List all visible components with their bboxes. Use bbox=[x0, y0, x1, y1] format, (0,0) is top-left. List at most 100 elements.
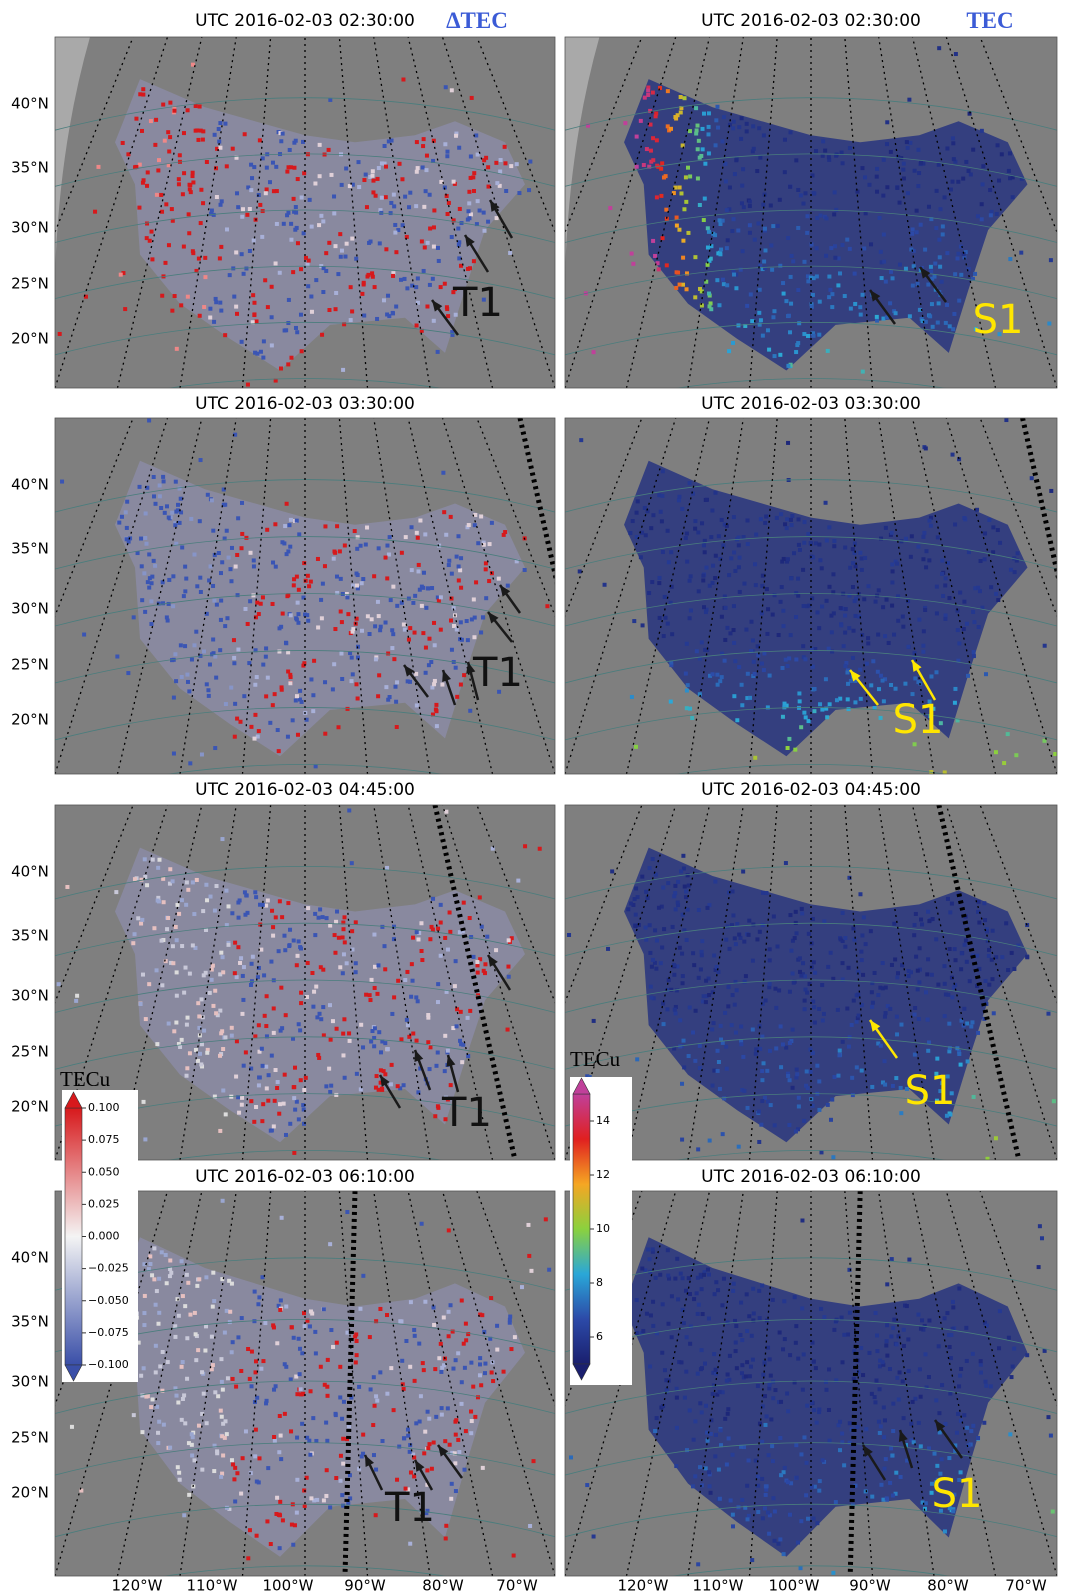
data-dot bbox=[190, 1435, 195, 1440]
data-dot bbox=[463, 1321, 468, 1326]
data-dot bbox=[831, 611, 836, 616]
data-dot bbox=[425, 586, 430, 591]
data-dot bbox=[333, 627, 338, 632]
data-dot bbox=[970, 276, 975, 281]
data-dot bbox=[716, 251, 721, 256]
colorbar-tick-label: 6 bbox=[596, 1330, 603, 1343]
data-dot bbox=[389, 1062, 394, 1067]
data-dot bbox=[168, 867, 173, 872]
data-dot bbox=[298, 688, 303, 693]
data-dot bbox=[855, 1016, 860, 1021]
data-dot bbox=[663, 615, 668, 620]
data-dot bbox=[694, 649, 699, 654]
data-dot bbox=[506, 964, 511, 969]
data-dot bbox=[797, 691, 802, 696]
latitude-line bbox=[565, 1380, 1057, 1414]
data-dot bbox=[697, 692, 702, 697]
data-dot bbox=[840, 977, 845, 982]
data-dot bbox=[863, 1489, 868, 1494]
data-dot bbox=[283, 948, 288, 953]
data-dot bbox=[824, 706, 829, 711]
data-dot bbox=[465, 638, 470, 643]
data-dot bbox=[711, 1021, 716, 1026]
data-dot bbox=[760, 1078, 765, 1083]
data-dot bbox=[741, 1375, 746, 1380]
data-dot bbox=[156, 1430, 161, 1435]
meridian-line bbox=[945, 805, 1057, 1160]
data-dot bbox=[934, 611, 939, 616]
data-dot bbox=[509, 936, 514, 941]
data-dot bbox=[387, 535, 392, 540]
data-dot bbox=[254, 1359, 259, 1364]
data-dot bbox=[414, 703, 419, 708]
data-dot bbox=[242, 694, 247, 699]
data-dot bbox=[280, 1026, 285, 1031]
data-dot bbox=[301, 139, 306, 144]
data-dot bbox=[915, 987, 920, 992]
data-dot bbox=[340, 935, 345, 940]
data-dot bbox=[229, 1033, 234, 1038]
data-dot bbox=[243, 1050, 248, 1055]
data-dot bbox=[706, 151, 711, 156]
data-dot bbox=[259, 1046, 264, 1051]
data-dot bbox=[316, 915, 321, 920]
data-dot bbox=[826, 646, 831, 651]
data-dot bbox=[143, 535, 148, 540]
data-dot bbox=[136, 1340, 141, 1345]
data-dot bbox=[295, 241, 300, 246]
data-dot bbox=[900, 963, 905, 968]
data-dot bbox=[922, 530, 927, 535]
data-dot bbox=[265, 527, 270, 532]
data-dot bbox=[384, 164, 389, 169]
data-dot bbox=[847, 593, 852, 598]
data-dot bbox=[256, 1302, 261, 1307]
data-dot bbox=[446, 1334, 451, 1339]
data-dot bbox=[657, 575, 662, 580]
data-dot bbox=[294, 518, 299, 523]
data-dot bbox=[747, 223, 752, 228]
data-dot bbox=[993, 1136, 998, 1141]
data-dot bbox=[956, 179, 961, 184]
data-dot bbox=[150, 574, 155, 579]
data-dot bbox=[721, 1276, 726, 1281]
data-dot bbox=[441, 1315, 446, 1320]
data-dot bbox=[142, 857, 147, 862]
data-dot bbox=[241, 207, 246, 212]
data-dot bbox=[375, 599, 380, 604]
data-dot bbox=[984, 1383, 989, 1388]
data-dot bbox=[137, 205, 142, 210]
data-dot bbox=[347, 1038, 352, 1043]
data-dot bbox=[253, 682, 258, 687]
data-dot bbox=[824, 1387, 829, 1392]
data-dot bbox=[724, 208, 729, 213]
data-dot bbox=[313, 1329, 318, 1334]
data-dot bbox=[469, 95, 474, 100]
data-dot bbox=[885, 1282, 890, 1287]
latitude-label: 20°N bbox=[11, 711, 49, 729]
data-dot bbox=[342, 940, 347, 945]
data-dot bbox=[917, 980, 922, 985]
data-dot bbox=[800, 1387, 805, 1392]
data-dot bbox=[731, 604, 736, 609]
data-dot bbox=[648, 108, 653, 113]
data-dot bbox=[212, 908, 217, 913]
data-dot bbox=[215, 1449, 220, 1454]
data-dot bbox=[651, 996, 656, 1001]
data-dot bbox=[281, 221, 286, 226]
data-dot bbox=[294, 210, 299, 215]
data-dot bbox=[976, 1030, 981, 1035]
data-dot bbox=[728, 1498, 733, 1503]
data-dot bbox=[727, 946, 732, 951]
data-dot bbox=[351, 627, 356, 632]
data-dot bbox=[505, 583, 510, 588]
data-dot bbox=[1000, 955, 1005, 960]
data-dot bbox=[319, 213, 324, 218]
data-dot bbox=[910, 692, 915, 697]
data-dot bbox=[895, 1032, 900, 1037]
data-dot bbox=[190, 249, 195, 254]
data-dot bbox=[745, 1483, 750, 1488]
data-dot bbox=[829, 613, 834, 618]
data-dot bbox=[908, 554, 913, 559]
data-dot bbox=[881, 1497, 886, 1502]
data-dot bbox=[649, 526, 654, 531]
